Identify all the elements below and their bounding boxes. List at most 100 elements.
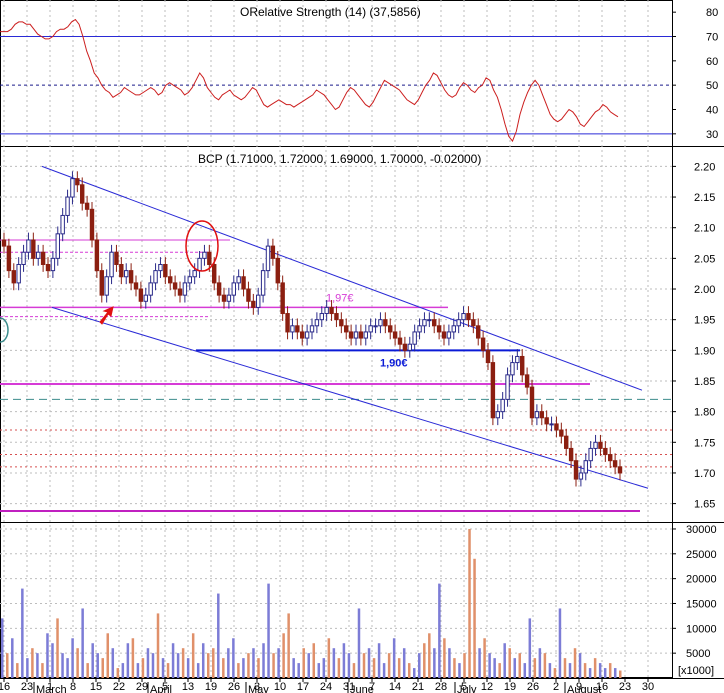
volume-bar: [423, 643, 426, 678]
candle-body: [480, 337, 486, 351]
annotation-190: 1,90€: [380, 357, 408, 369]
rsi-title: ORelative Strength (14) (37,5856): [240, 5, 421, 19]
candle-body: [617, 466, 623, 474]
volume-bar: [227, 648, 230, 678]
volume-bar: [598, 663, 602, 678]
x-tick-label: 23: [21, 681, 33, 693]
x-tick-label: 21: [412, 681, 424, 693]
volume-bar: [166, 663, 170, 678]
volume-bar: [397, 658, 401, 678]
price-tick-label: 2.15: [694, 192, 715, 204]
volume-bar: [443, 638, 446, 678]
candle-body: [510, 362, 515, 376]
volume-bar: [302, 648, 305, 678]
candle-body: [304, 331, 310, 339]
x-tick-label: 26: [527, 681, 539, 693]
candle-body: [143, 294, 148, 302]
candle-body: [128, 270, 134, 284]
x-tick-label: 24: [320, 681, 332, 693]
candle-body: [80, 184, 85, 204]
x-tick-label: 10: [274, 681, 286, 693]
x-tick-label: 5: [162, 681, 168, 693]
volume-bar: [553, 668, 557, 678]
candle-body: [593, 441, 598, 449]
x-tick-label: 30: [642, 681, 654, 693]
candle-body: [104, 276, 109, 296]
candle-body: [94, 239, 100, 272]
candle-body: [436, 325, 442, 333]
candle-body: [358, 331, 364, 339]
volume-bar: [402, 648, 406, 678]
month-label: July: [457, 684, 477, 693]
candle-body: [60, 214, 65, 235]
channel-upper-line: [41, 165, 643, 391]
candle-body: [402, 343, 408, 351]
candle-body: [412, 331, 417, 345]
volume-bar: [292, 658, 295, 678]
volume-bar: [588, 668, 592, 678]
price-tick-label: 1.85: [694, 376, 715, 388]
volume-bar: [317, 663, 321, 678]
volume-bar: [603, 668, 607, 678]
candle-body: [256, 294, 261, 308]
price-tick-label: 2.20: [694, 161, 715, 173]
volume-bar: [66, 658, 69, 678]
highlight-circle: [185, 220, 219, 272]
volume-bar: [387, 653, 391, 678]
volume-bar: [21, 588, 24, 678]
candle-body: [549, 423, 554, 426]
candle-body: [583, 460, 588, 474]
volume-bar: [111, 648, 115, 678]
volume-bar: [267, 583, 270, 678]
volume-bar: [418, 653, 421, 678]
x-tick-label: 3: [254, 681, 260, 693]
candle-body: [40, 251, 46, 265]
volume-bar: [141, 658, 145, 678]
volume-bar: [503, 643, 506, 678]
candle-body: [353, 331, 359, 339]
candle-body: [344, 325, 349, 333]
candle-body: [505, 374, 510, 400]
candle-body: [329, 306, 334, 315]
month-label: April: [150, 684, 172, 693]
month-label: August: [567, 684, 601, 693]
rsi-tick-label: 50: [706, 80, 718, 92]
candle-body: [363, 331, 368, 339]
candle-body: [461, 313, 466, 321]
candle-body: [456, 319, 461, 327]
candle-body: [119, 263, 124, 278]
x-tick-label: 23: [619, 681, 631, 693]
candle-body: [324, 306, 329, 315]
volume-bar: [508, 648, 511, 678]
candle-body: [21, 251, 26, 265]
volume-bar: [26, 658, 29, 678]
volume-tick-label: 5000: [686, 648, 710, 660]
volume-bar: [357, 608, 361, 678]
volume-bar: [232, 638, 235, 678]
candle-body: [50, 257, 56, 272]
volume-bar: [337, 658, 341, 678]
volume-bar: [613, 668, 617, 678]
candle-body: [427, 319, 432, 322]
volume-bar: [573, 648, 577, 678]
volume-bar: [121, 663, 125, 678]
price-tick-label: 1.80: [694, 407, 715, 419]
volume-bar: [518, 653, 522, 678]
highlight-arrow: [99, 306, 114, 325]
volume-bar: [282, 633, 285, 678]
candle-body: [378, 319, 383, 327]
candle-body: [432, 319, 437, 327]
candle-body: [133, 282, 139, 290]
candle-body: [84, 202, 90, 210]
volume-bar: [91, 643, 94, 678]
candle-body: [564, 435, 569, 449]
volume-bar: [533, 658, 537, 678]
candle-body: [495, 411, 500, 419]
candle-body: [6, 245, 12, 272]
volume-bar: [106, 633, 110, 678]
volume-bar: [176, 653, 180, 678]
candle-body: [26, 239, 31, 253]
volume-bar: [448, 648, 451, 678]
candle-body: [383, 319, 388, 327]
volume-bar: [36, 653, 39, 678]
